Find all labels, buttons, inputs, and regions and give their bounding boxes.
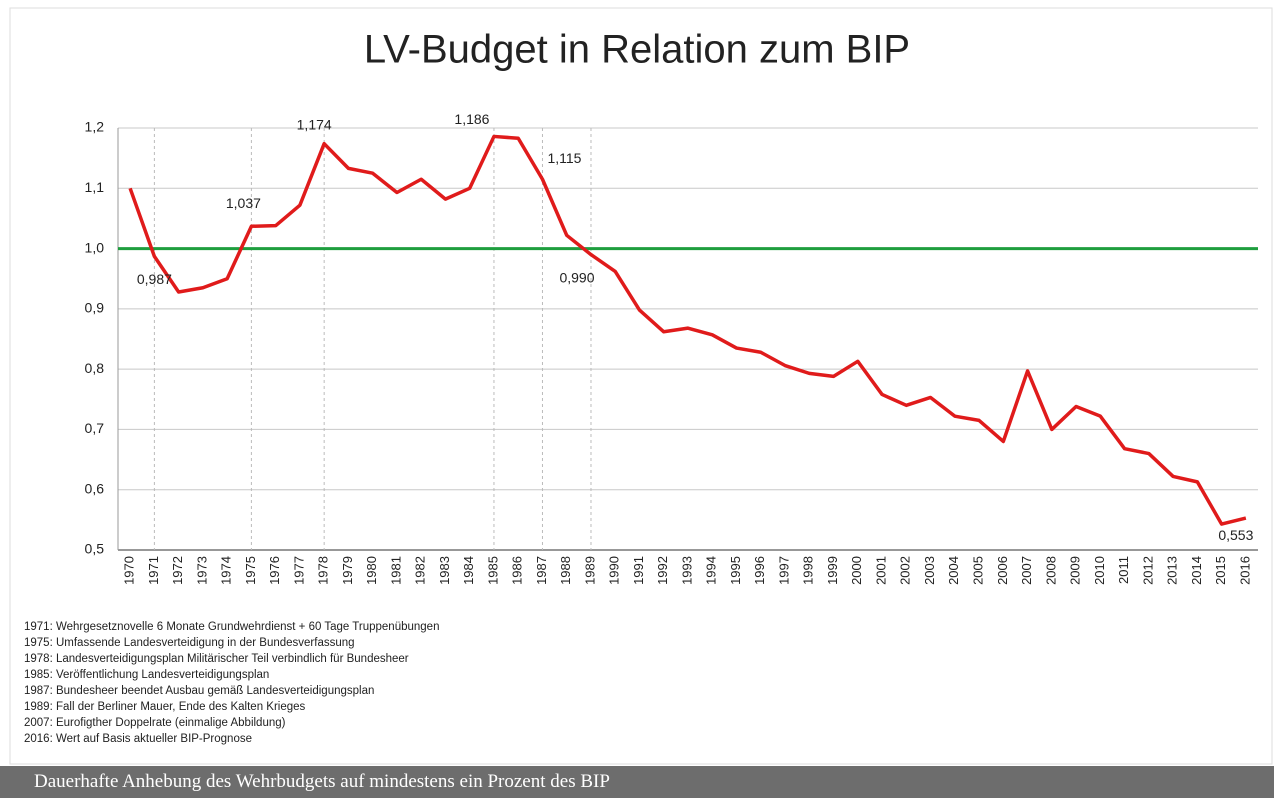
note: 1978: Landesverteidigungsplan Militärisc… xyxy=(24,653,409,665)
x-tick-label: 1972 xyxy=(170,556,185,585)
x-tick-label: 2011 xyxy=(1116,556,1131,584)
x-tick-label: 1975 xyxy=(243,556,258,585)
note: 1985: Veröffentlichung Landesverteidigun… xyxy=(24,669,269,681)
x-tick-label: 2013 xyxy=(1165,556,1180,585)
data-line xyxy=(128,134,1247,526)
x-tick-label: 1995 xyxy=(728,556,743,585)
x-tick-label: 1973 xyxy=(194,556,209,585)
x-tick-label: 1984 xyxy=(461,556,476,585)
x-tick-label: 1977 xyxy=(291,556,306,585)
x-tick-label: 1989 xyxy=(582,556,597,585)
x-tick-label: 1987 xyxy=(534,556,549,585)
x-tick-label: 1993 xyxy=(679,556,694,585)
data-label: 0,987 xyxy=(137,271,172,287)
data-label: 0,990 xyxy=(559,269,594,285)
x-tick-label: 2009 xyxy=(1068,556,1083,585)
note: 1989: Fall der Berliner Mauer, Ende des … xyxy=(24,701,306,713)
x-tick-label: 1976 xyxy=(267,556,282,585)
x-tick-label: 1980 xyxy=(364,556,379,585)
x-tick-label: 1978 xyxy=(316,556,331,585)
chart: LV-Budget in Relation zum BIP 0,5 0,6 0,7 0… xyxy=(9,7,1273,765)
x-tick-label: 2000 xyxy=(849,556,864,585)
x-tick-label: 1996 xyxy=(752,556,767,585)
chart-title: LV-Budget in Relation zum BIP xyxy=(364,28,910,72)
x-tick-label: 1985 xyxy=(485,556,500,585)
x-tick-label: 2003 xyxy=(922,556,937,585)
note: 1987: Bundesheer beendet Ausbau gemäß La… xyxy=(24,685,374,697)
x-tick-label: 2008 xyxy=(1043,556,1058,585)
x-tick-label: 1982 xyxy=(413,556,428,585)
data-label: 1,186 xyxy=(454,111,489,127)
x-tick-label: 1992 xyxy=(655,556,670,585)
x-tick-label: 1997 xyxy=(776,556,791,585)
x-tick-label: 1979 xyxy=(340,556,355,585)
y-tick-label: 1,1 xyxy=(85,179,105,195)
y-tick-label: 0,6 xyxy=(85,480,105,496)
x-tick-label: 2007 xyxy=(1019,556,1034,585)
chart-frame xyxy=(9,7,1273,765)
x-tick-label: 2006 xyxy=(995,556,1010,585)
x-tick-label: 2004 xyxy=(946,556,961,585)
x-tick-label: 2014 xyxy=(1189,556,1204,585)
x-tick-label: 1974 xyxy=(219,556,234,585)
x-tick-label: 2005 xyxy=(971,556,986,585)
x-tick-label: 1981 xyxy=(388,556,403,585)
data-label: 1,037 xyxy=(226,195,261,211)
x-tick-label: 1971 xyxy=(146,556,161,585)
note: 1971: Wehrgesetznovelle 6 Monate Grundwe… xyxy=(24,621,439,633)
data-label: 0,553 xyxy=(1218,527,1253,543)
data-label: 1,115 xyxy=(547,150,581,166)
x-tick-label: 2001 xyxy=(873,556,888,585)
x-tick-label: 2016 xyxy=(1237,556,1252,585)
x-tick-label: 1988 xyxy=(558,556,573,585)
note: 2016: Wert auf Basis aktueller BIP-Progn… xyxy=(24,733,252,745)
x-tick-label: 1983 xyxy=(437,556,452,585)
y-tick-label: 0,9 xyxy=(85,300,105,316)
y-tick-label: 0,8 xyxy=(85,360,105,376)
data-label: 1,174 xyxy=(297,116,332,132)
x-tick-label: 1994 xyxy=(704,556,719,585)
y-tick-label: 0,5 xyxy=(85,541,105,557)
x-tick-label: 2002 xyxy=(898,556,913,585)
note: 2007: Eurofigther Doppelrate (einmalige … xyxy=(24,717,286,729)
x-tick-label: 2010 xyxy=(1092,556,1107,585)
x-tick-label: 1990 xyxy=(607,556,622,585)
x-tick-label: 1998 xyxy=(801,556,816,585)
x-tick-label: 1999 xyxy=(825,556,840,585)
note: 1975: Umfassende Landesverteidigung in d… xyxy=(24,637,355,649)
x-tick-label: 1970 xyxy=(122,556,137,585)
x-tick-label: 1991 xyxy=(631,556,646,585)
y-tick-label: 1,0 xyxy=(85,239,105,255)
x-tick-label: 1986 xyxy=(510,556,525,585)
x-tick-label: 2012 xyxy=(1140,556,1155,585)
caption: Dauerhafte Anhebung des Wehrbudgets auf … xyxy=(0,766,1274,798)
x-tick-label: 2015 xyxy=(1213,556,1228,585)
y-tick-label: 1,2 xyxy=(85,119,105,135)
y-tick-label: 0,7 xyxy=(85,420,105,436)
